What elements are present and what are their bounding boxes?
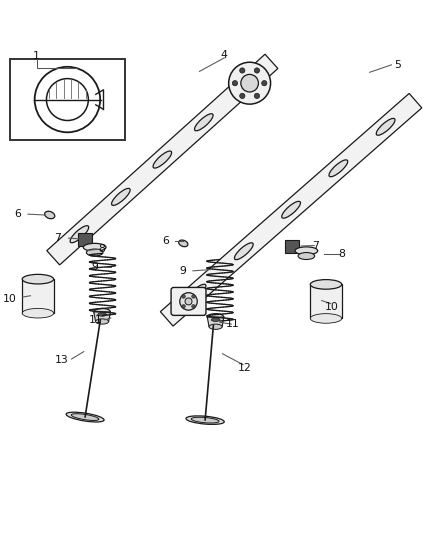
Circle shape [254, 93, 260, 99]
Circle shape [185, 298, 192, 305]
Ellipse shape [94, 309, 110, 316]
Circle shape [182, 304, 185, 308]
Ellipse shape [329, 160, 348, 177]
Bar [78, 233, 92, 246]
Ellipse shape [310, 280, 342, 289]
Ellipse shape [71, 414, 99, 421]
Polygon shape [160, 93, 422, 326]
Ellipse shape [295, 247, 318, 255]
Text: 8: 8 [98, 244, 105, 254]
Text: 9: 9 [91, 262, 98, 272]
Bar [310, 285, 342, 318]
Ellipse shape [112, 188, 130, 205]
Ellipse shape [22, 309, 53, 318]
Ellipse shape [70, 225, 88, 243]
Polygon shape [207, 317, 224, 327]
Ellipse shape [186, 416, 224, 424]
Ellipse shape [45, 211, 55, 219]
Text: 11: 11 [89, 315, 103, 325]
Text: 12: 12 [237, 363, 251, 373]
Text: 1: 1 [33, 51, 40, 61]
Text: 11: 11 [225, 319, 239, 329]
Circle shape [180, 293, 197, 310]
Ellipse shape [310, 313, 342, 323]
Ellipse shape [66, 412, 104, 422]
Text: 9: 9 [180, 266, 187, 276]
Polygon shape [94, 312, 110, 321]
Text: 7: 7 [312, 240, 318, 251]
Ellipse shape [95, 319, 109, 324]
Ellipse shape [211, 318, 220, 321]
FancyBboxPatch shape [171, 287, 206, 316]
Ellipse shape [298, 253, 314, 260]
Ellipse shape [282, 201, 300, 218]
Circle shape [241, 75, 258, 92]
Circle shape [192, 304, 195, 308]
Circle shape [240, 68, 245, 73]
Ellipse shape [179, 240, 188, 247]
Ellipse shape [187, 284, 206, 301]
Circle shape [182, 295, 185, 298]
Ellipse shape [22, 274, 53, 284]
Text: 10: 10 [325, 302, 339, 312]
Text: 13: 13 [55, 356, 69, 365]
Circle shape [261, 80, 267, 86]
Text: 6: 6 [14, 209, 21, 219]
Ellipse shape [236, 76, 254, 93]
Bar [22, 279, 53, 313]
Bar [10, 59, 125, 140]
Circle shape [229, 62, 271, 104]
Ellipse shape [207, 313, 224, 321]
Circle shape [232, 80, 237, 86]
Circle shape [240, 93, 245, 99]
Bar [286, 240, 300, 253]
Ellipse shape [194, 114, 213, 131]
Text: 5: 5 [395, 60, 402, 70]
Ellipse shape [86, 249, 103, 256]
Text: 10: 10 [3, 294, 17, 304]
Circle shape [192, 295, 195, 298]
Ellipse shape [191, 417, 219, 423]
Text: 7: 7 [54, 233, 61, 243]
Text: 6: 6 [162, 236, 169, 246]
Ellipse shape [98, 313, 106, 316]
Polygon shape [47, 54, 278, 265]
Circle shape [254, 68, 260, 73]
Ellipse shape [83, 244, 106, 251]
Text: 8: 8 [338, 249, 345, 259]
Ellipse shape [234, 243, 253, 260]
Ellipse shape [153, 151, 172, 168]
Text: 4: 4 [221, 50, 228, 60]
Ellipse shape [376, 118, 395, 135]
Ellipse shape [209, 324, 222, 329]
